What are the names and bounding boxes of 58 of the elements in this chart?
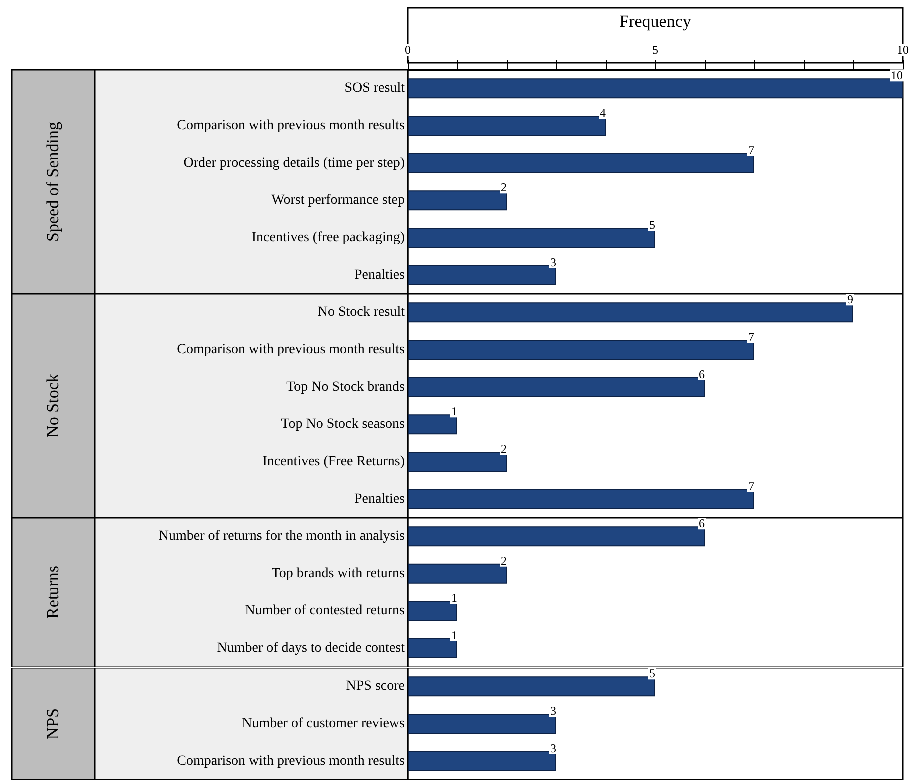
y-tick-label: Top No Stock seasons: [281, 417, 405, 432]
data-label: 3: [550, 704, 556, 718]
data-label: 7: [748, 143, 754, 158]
data-label: 5: [650, 666, 656, 681]
data-label: 3: [550, 255, 556, 270]
data-label: 6: [699, 517, 705, 532]
y-tick-label: Comparison with previous month results: [177, 118, 405, 134]
data-label: 3: [550, 741, 556, 756]
y-tick-label: Incentives (free packaging): [252, 230, 406, 246]
x-tick-label: 10: [897, 43, 909, 57]
data-label: 4: [600, 106, 606, 120]
data-label: 1: [452, 592, 458, 606]
bar: [408, 78, 903, 99]
y-tick-label: NPS score: [346, 679, 405, 694]
y-tick-label: Number of returns for the month in analysis: [158, 530, 405, 545]
data-label: 2: [501, 180, 507, 195]
bar: [408, 153, 754, 174]
bar: [408, 116, 606, 136]
bar: [408, 490, 754, 510]
y-tick-label: Comparison with previous month results: [177, 342, 405, 358]
y-tick-label: Number of days to decide contest: [217, 641, 406, 656]
y-tick-label: Order processing details (time per step): [184, 156, 406, 171]
bar: [408, 452, 507, 472]
y-tick-label: Penalties: [354, 268, 405, 283]
y-tick-label: No Stock result: [318, 305, 406, 320]
y-tick-label: Top brands with returns: [272, 566, 405, 582]
bar: [408, 228, 656, 248]
bar: [408, 414, 458, 435]
y-axis-title: Returns: [44, 566, 62, 620]
data-label: 5: [650, 218, 656, 232]
y-tick-label: Worst performance step: [272, 193, 405, 208]
data-label: 2: [501, 442, 507, 456]
x-tick-label: 0: [405, 43, 411, 57]
y-tick-label: Number of contested returns: [245, 604, 405, 620]
data-label: 2: [501, 554, 507, 568]
y-tick-label: Comparison with previous month results: [177, 754, 405, 769]
bar: [408, 378, 705, 398]
data-label: 6: [699, 368, 705, 382]
data-label: 10: [891, 68, 903, 83]
y-axis-title: No Stock: [44, 374, 62, 438]
y-tick-label: Top No Stock brands: [286, 380, 405, 396]
data-label: 9: [848, 292, 854, 307]
x-axis-title: Frequency: [620, 12, 692, 31]
x-tick-label: 5: [652, 43, 658, 57]
bar: [408, 265, 556, 286]
bar: [408, 190, 507, 211]
bar: [408, 302, 854, 323]
data-label: 7: [748, 330, 754, 344]
y-axis-title: Speed of Sending: [44, 122, 62, 242]
data-label: 7: [748, 480, 754, 494]
y-tick-label: Penalties: [354, 492, 405, 508]
y-tick-label: SOS result: [344, 81, 406, 96]
bar: [408, 340, 754, 360]
data-label: 1: [452, 628, 458, 643]
y-axis-title: NPS: [44, 708, 62, 740]
data-label: 1: [452, 404, 458, 419]
y-tick-label: Incentives (Free Returns): [262, 454, 406, 470]
y-tick-label: Number of customer reviews: [242, 716, 405, 732]
